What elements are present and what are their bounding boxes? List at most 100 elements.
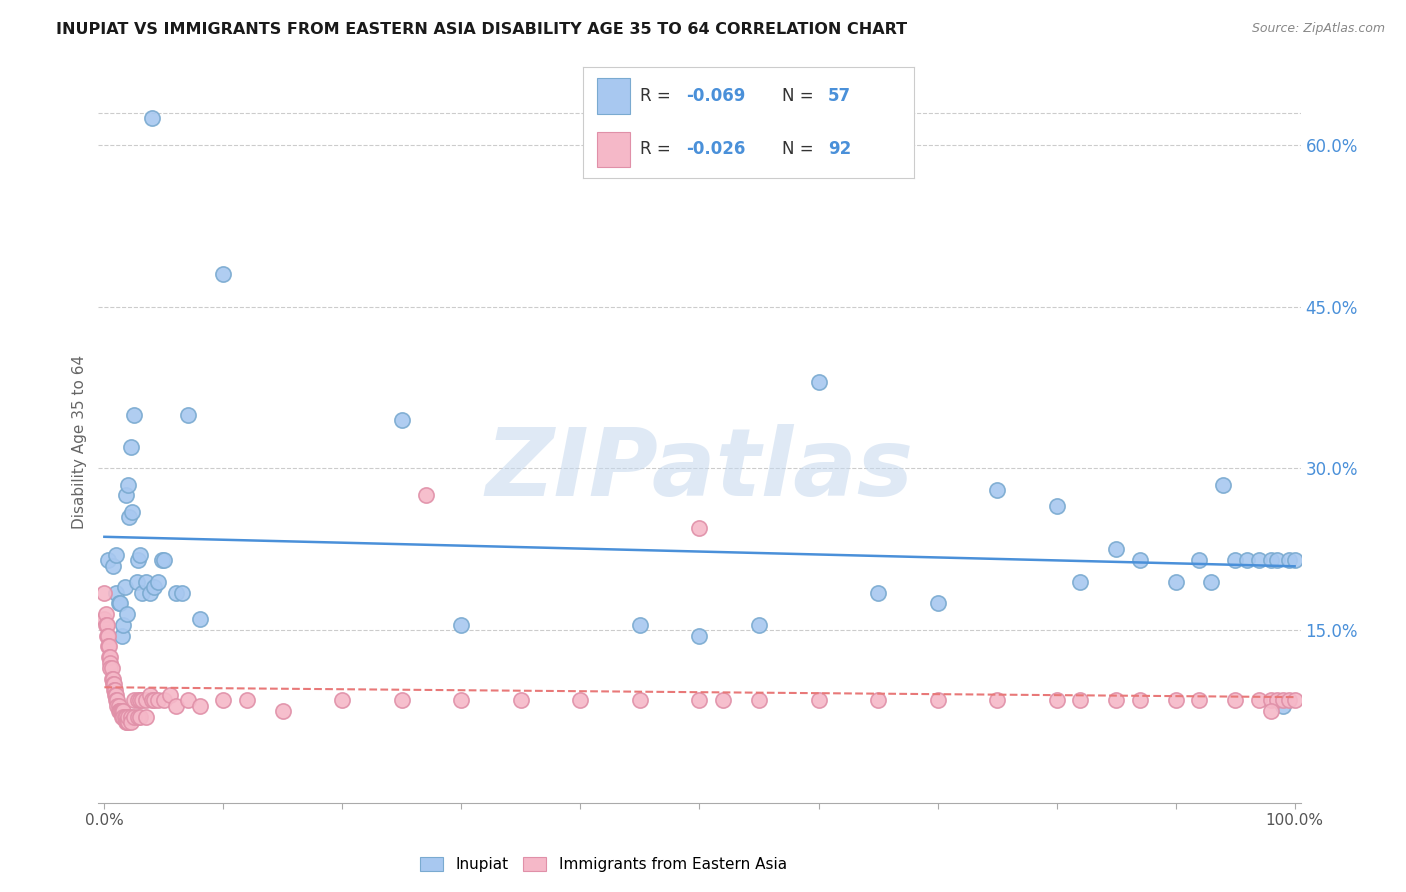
Point [510,693,533,707]
Text: 92: 92 [828,140,851,159]
Text: R =: R = [640,87,676,105]
Point [150,553,173,567]
Point [450,618,472,632]
Point [94,618,117,632]
Point [120,440,142,454]
Point [138,585,160,599]
Point [986,483,1008,497]
Point [1271,698,1294,713]
Point [120,714,142,729]
Point [111,709,134,723]
Point [111,629,134,643]
Point [1223,693,1246,707]
Point [105,548,128,562]
Point [748,618,770,632]
Text: 57: 57 [828,87,851,105]
Point [117,477,139,491]
FancyBboxPatch shape [596,131,630,168]
Point [1129,553,1152,567]
Y-axis label: Disability Age 35 to 64: Disability Age 35 to 64 [72,354,87,529]
Point [689,521,711,535]
Point [131,585,153,599]
Point [153,553,176,567]
Point [108,704,131,718]
Point [1188,553,1211,567]
Point [101,672,124,686]
Point [100,672,122,686]
Point [112,709,135,723]
Point [138,688,160,702]
Text: Source: ZipAtlas.com: Source: ZipAtlas.com [1251,22,1385,36]
Point [927,693,949,707]
Point [236,693,259,707]
Point [111,704,134,718]
Point [1223,553,1246,567]
Point [1069,693,1091,707]
Point [98,640,121,654]
Point [131,693,153,707]
Point [1164,693,1187,707]
Point [1284,553,1306,567]
Point [129,548,152,562]
Point [748,693,770,707]
Point [415,488,437,502]
Point [103,677,125,691]
Point [1260,704,1282,718]
Point [146,574,169,589]
Point [101,558,124,573]
Point [117,709,139,723]
Point [1129,693,1152,707]
Point [129,693,152,707]
Point [107,693,129,707]
Point [97,629,120,643]
Point [807,376,830,390]
Point [176,408,198,422]
Point [98,656,121,670]
Point [96,618,118,632]
Point [159,688,181,702]
Point [127,553,149,567]
Point [108,596,131,610]
Point [807,693,830,707]
Point [153,693,176,707]
Point [104,682,127,697]
Point [143,580,166,594]
Point [117,714,139,729]
Point [93,612,115,626]
Point [1265,693,1288,707]
Point [1271,693,1294,707]
Point [332,693,354,707]
Point [115,714,138,729]
Point [105,693,128,707]
Point [450,693,472,707]
Point [107,698,129,713]
Point [112,618,135,632]
Point [143,693,166,707]
Point [146,693,169,707]
Text: R =: R = [640,140,676,159]
Text: -0.026: -0.026 [686,140,745,159]
Point [97,553,120,567]
Point [165,585,187,599]
Point [866,693,889,707]
Point [114,580,136,594]
Point [110,704,132,718]
Point [135,574,157,589]
Point [986,693,1008,707]
Point [141,111,163,125]
Point [141,693,163,707]
Point [114,714,136,729]
FancyBboxPatch shape [596,78,630,114]
Point [1164,574,1187,589]
Point [569,693,592,707]
Point [121,505,143,519]
Point [129,709,152,723]
Point [1188,693,1211,707]
Point [1236,553,1258,567]
Point [176,693,198,707]
Point [628,693,651,707]
Point [1045,693,1067,707]
Point [1260,693,1282,707]
Point [107,698,129,713]
Point [103,682,125,697]
